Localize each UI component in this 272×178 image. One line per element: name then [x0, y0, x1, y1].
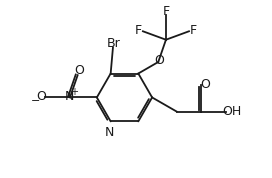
- Text: +: +: [70, 87, 78, 97]
- Text: OH: OH: [223, 105, 242, 118]
- Text: F: F: [190, 24, 197, 37]
- Text: O: O: [154, 54, 165, 67]
- Text: O: O: [201, 78, 211, 91]
- Text: F: F: [135, 24, 142, 37]
- Text: Br: Br: [107, 37, 120, 50]
- Text: −: −: [31, 96, 41, 106]
- Text: F: F: [162, 5, 169, 18]
- Text: N: N: [65, 90, 74, 103]
- Text: O: O: [74, 64, 84, 77]
- Text: O: O: [36, 90, 46, 103]
- Text: N: N: [105, 126, 114, 139]
